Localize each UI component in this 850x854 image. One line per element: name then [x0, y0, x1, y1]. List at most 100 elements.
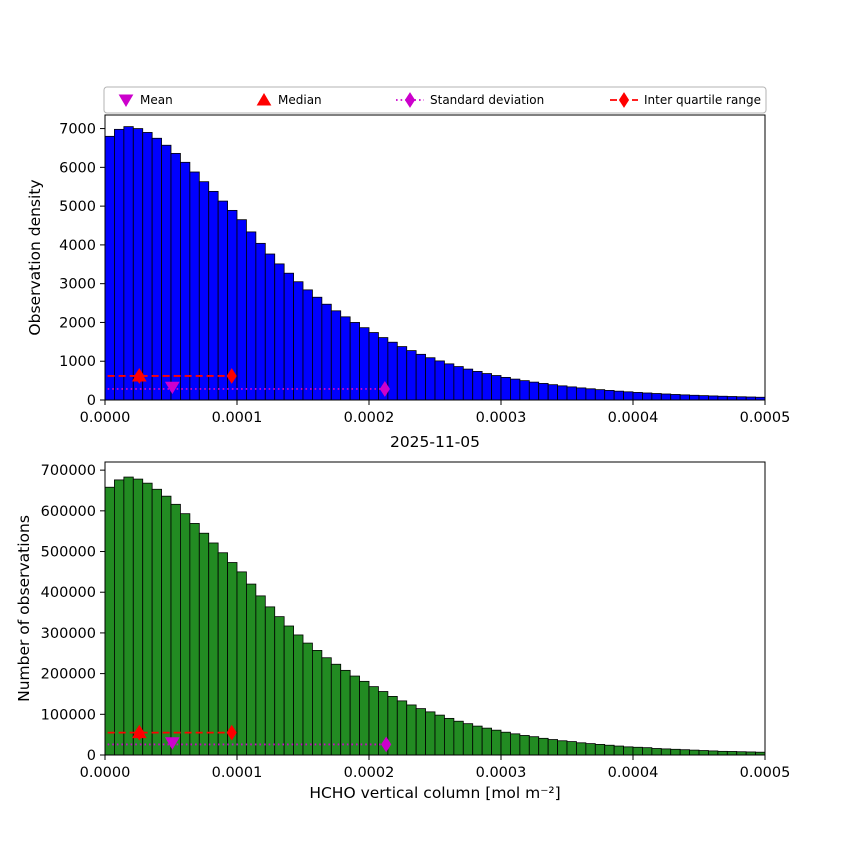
histogram-bar: [274, 616, 285, 756]
x-tick-label: 0.0004: [608, 765, 659, 781]
histogram-bar: [462, 368, 474, 401]
std-diamond-marker: [379, 381, 390, 397]
histogram-bar: [604, 390, 615, 401]
histogram-bar: [198, 181, 210, 401]
histogram-bar: [170, 503, 181, 756]
histogram-bar: [132, 478, 144, 756]
histogram-bar: [698, 750, 709, 756]
histogram-bar: [151, 137, 162, 401]
y-tick-label: 6000: [59, 160, 96, 176]
histogram-bar: [283, 272, 294, 401]
histogram-bar: [208, 542, 219, 756]
histogram-bar: [557, 385, 568, 401]
histogram-bar: [161, 144, 172, 401]
x-tick-label: 0.0000: [80, 765, 131, 781]
y-tick-label: 0: [87, 748, 96, 764]
x-tick-label: 0.0001: [212, 410, 263, 426]
y-tick-label: 4000: [59, 238, 96, 254]
histogram-bar: [651, 748, 662, 756]
histogram-bar: [613, 390, 624, 401]
histogram-bar: [255, 242, 266, 401]
legend-std-icon: [404, 92, 416, 108]
histogram-bar: [208, 190, 219, 401]
histogram-bar: [189, 523, 200, 756]
histogram-bar: [180, 161, 191, 401]
histogram-bar: [453, 720, 464, 756]
y-axis-label: Observation density: [26, 179, 44, 335]
y-tick-label: 7000: [59, 122, 96, 138]
histogram-bar: [444, 717, 455, 756]
histogram-bar: [302, 642, 313, 756]
histogram-bar: [698, 395, 709, 401]
median-marker: [131, 725, 147, 739]
histogram-bar: [594, 744, 606, 756]
histogram-bar: [217, 552, 228, 756]
histogram-bar: [396, 346, 408, 401]
histogram-bar: [623, 746, 634, 756]
histogram-bar: [500, 376, 511, 401]
histogram-bar: [246, 231, 257, 401]
histogram-bar: [180, 513, 191, 756]
histogram-bar: [415, 708, 426, 756]
legend: Mean Median Standard deviation Inter quarti…: [103, 86, 767, 114]
x-tick-label: 0.0002: [344, 765, 395, 781]
histogram-bar: [312, 296, 323, 401]
histogram-bar: [538, 383, 549, 401]
histogram-bar: [585, 743, 596, 756]
histogram-bar: [396, 700, 408, 756]
histogram-bar: [500, 731, 511, 756]
y-tick-label: 5000: [59, 199, 96, 215]
median-marker: [131, 368, 147, 382]
legend-label: Mean: [140, 93, 173, 107]
histogram-bar: [679, 394, 690, 401]
histogram-bar: [519, 735, 530, 756]
histogram-bar: [217, 200, 228, 401]
histogram-bar: [123, 476, 134, 756]
x-tick-label: 0.0005: [740, 410, 791, 426]
plot-title: 2025-11-05: [390, 433, 480, 451]
histogram-bar: [142, 132, 153, 401]
histogram-bar: [302, 289, 313, 401]
std-diamond-marker: [381, 736, 392, 753]
histogram-bar: [519, 380, 530, 401]
histogram-bar: [566, 741, 577, 756]
histogram-bar: [708, 395, 719, 401]
y-tick-label: 1000: [59, 354, 96, 370]
histogram-bar: [670, 394, 681, 401]
iqr-diamond-marker: [226, 368, 237, 384]
x-tick-label: 0.0003: [476, 410, 527, 426]
histogram-bar: [161, 495, 172, 756]
y-tick-label: 300000: [41, 626, 96, 642]
histogram-bar: [689, 749, 700, 756]
histogram-bar: [547, 384, 558, 401]
histogram-bar: [491, 729, 502, 756]
mean-marker: [164, 381, 180, 395]
histogram-bar: [604, 744, 615, 756]
histogram-bar: [340, 669, 351, 756]
axes-frame: [104, 114, 766, 401]
histogram-bar: [632, 746, 643, 756]
y-tick-label: 600000: [41, 504, 96, 520]
histogram-bar: [679, 749, 690, 756]
y-tick-label: 500000: [41, 545, 96, 561]
histogram-bar: [689, 394, 700, 401]
histogram-bar: [104, 135, 115, 401]
histogram-bar: [114, 479, 125, 756]
histogram-bar: [726, 751, 738, 756]
histogram-bar: [444, 363, 455, 401]
histogram-bar: [132, 128, 144, 401]
histogram-bar: [312, 650, 323, 756]
y-tick-label: 400000: [41, 585, 96, 601]
histogram-bar: [472, 371, 483, 401]
histogram-bar: [415, 353, 426, 401]
histogram-bar: [255, 595, 266, 756]
y-tick-label: 2000: [59, 315, 96, 331]
histogram-bar: [387, 341, 398, 401]
x-axis-label: HCHO vertical column [mol m⁻²]: [309, 784, 560, 802]
legend-label: Inter quartile range: [644, 93, 761, 107]
iqr-diamond-marker: [226, 724, 237, 741]
histogram-bar: [632, 392, 643, 401]
histogram-bar: [264, 253, 276, 401]
histogram-bar: [594, 389, 606, 401]
